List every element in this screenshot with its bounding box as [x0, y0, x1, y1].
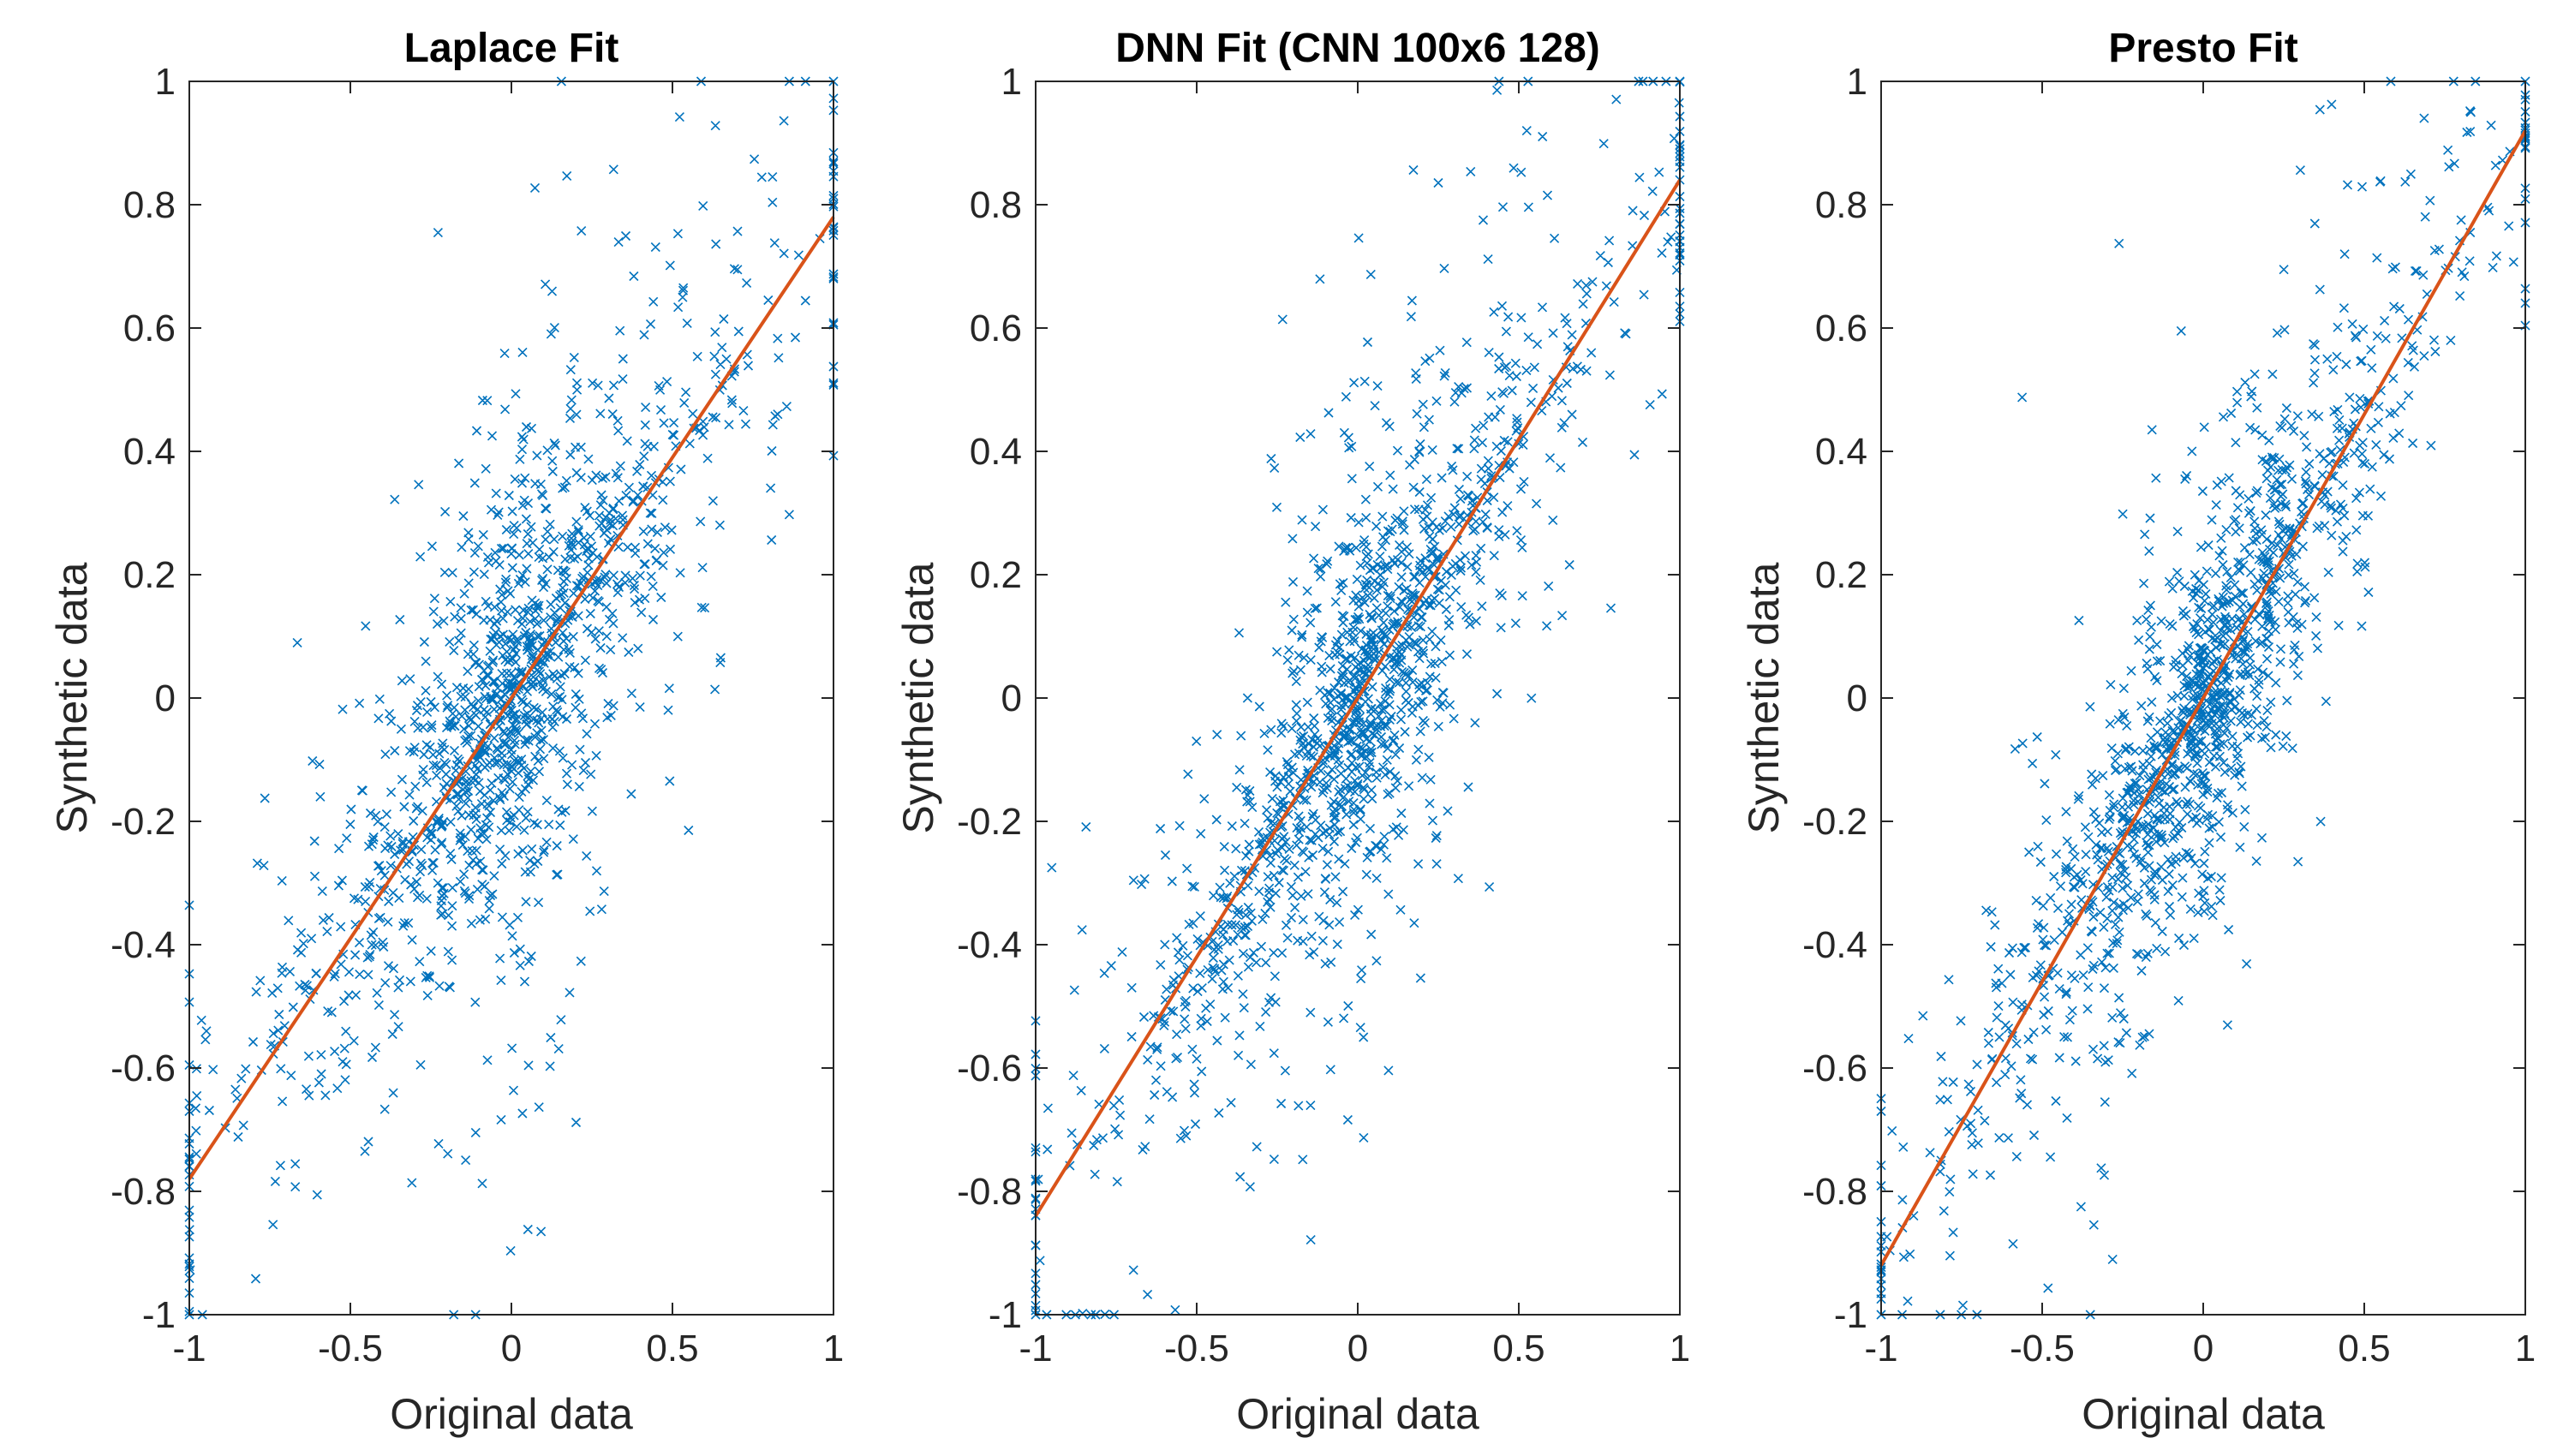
x-tick-label: 1: [2515, 1328, 2536, 1369]
panel-presto: Presto Fit Original data Synthetic data …: [1740, 26, 2536, 1438]
panel-title: Presto Fit: [2108, 26, 2297, 71]
y-tick-label: 0.8: [1815, 184, 1867, 226]
y-tick-label: 0.4: [970, 431, 1022, 473]
y-tick-label: 0.6: [970, 307, 1022, 349]
y-tick-label: -1: [142, 1294, 176, 1336]
panel-title: DNN Fit (CNN 100x6 128): [1115, 26, 1600, 71]
x-tick-label: -1: [1864, 1328, 1897, 1369]
x-tick-label: -1: [172, 1328, 206, 1369]
x-tick-label: 0: [501, 1328, 522, 1369]
x-tick-label: -1: [1019, 1328, 1052, 1369]
x-tick-label: 1: [823, 1328, 844, 1369]
x-tick-label: -0.5: [2010, 1328, 2075, 1369]
fit-line: [1034, 179, 1682, 1217]
x-tick-label: 0: [1347, 1328, 1368, 1369]
fit-line: [188, 216, 835, 1180]
x-tick-label: 0: [2193, 1328, 2214, 1369]
y-tick-label: 0.6: [123, 307, 176, 349]
y-tick-label: -0.6: [1802, 1047, 1867, 1089]
x-tick-label: 0.5: [1492, 1328, 1544, 1369]
y-tick-label: 0: [155, 677, 176, 719]
y-tick-label: -0.4: [1802, 924, 1867, 966]
y-tick-label: 1: [155, 61, 176, 103]
y-tick-label: 0.2: [1815, 554, 1867, 596]
y-tick-label: 1: [1847, 61, 1867, 103]
y-tick-label: -0.2: [957, 801, 1022, 843]
y-tick-label: 0.4: [123, 431, 176, 473]
y-tick-label: 0.2: [970, 554, 1022, 596]
y-tick-label: -0.8: [1802, 1171, 1867, 1213]
y-tick-label: 0.8: [123, 184, 176, 226]
x-tick-label: -0.5: [318, 1328, 383, 1369]
scatter-points: [1031, 76, 1685, 1320]
x-axis-label: Original data: [1236, 1390, 1479, 1438]
panel-dnn: DNN Fit (CNN 100x6 128) Original data Sy…: [894, 26, 1690, 1438]
x-axis-label: Original data: [2082, 1390, 2325, 1438]
y-tick-label: -0.8: [111, 1171, 176, 1213]
y-tick-label: -0.2: [1802, 801, 1867, 843]
x-tick-label: 1: [1670, 1328, 1690, 1369]
fit-line: [1879, 129, 2527, 1267]
y-tick-label: -0.6: [111, 1047, 176, 1089]
y-tick-label: 0: [1847, 677, 1867, 719]
y-tick-label: -1: [989, 1294, 1022, 1336]
scatter-series: [1031, 76, 1685, 1320]
x-tick-label: -0.5: [1164, 1328, 1229, 1369]
y-axis-label: Synthetic data: [48, 562, 96, 833]
y-tick-label: -0.2: [111, 801, 176, 843]
panel-title: Laplace Fit: [404, 26, 619, 71]
y-tick-label: -0.6: [957, 1047, 1022, 1089]
y-tick-label: 1: [1001, 61, 1022, 103]
y-tick-label: -0.8: [957, 1171, 1022, 1213]
y-tick-label: 0.4: [1815, 431, 1867, 473]
y-tick-label: -1: [1834, 1294, 1867, 1336]
y-axis-label: Synthetic data: [1740, 562, 1788, 833]
x-axis-label: Original data: [390, 1390, 633, 1438]
y-tick-label: 0.2: [123, 554, 176, 596]
y-tick-label: 0.8: [970, 184, 1022, 226]
y-tick-label: -0.4: [111, 924, 176, 966]
y-axis-label: Synthetic data: [894, 562, 942, 833]
x-tick-label: 0.5: [2338, 1328, 2390, 1369]
panel-laplace: Laplace Fit Original data Synthetic data…: [48, 26, 844, 1438]
y-tick-label: 0: [1001, 677, 1022, 719]
x-tick-label: 0.5: [646, 1328, 698, 1369]
y-tick-label: -0.4: [957, 924, 1022, 966]
y-tick-label: 0.6: [1815, 307, 1867, 349]
